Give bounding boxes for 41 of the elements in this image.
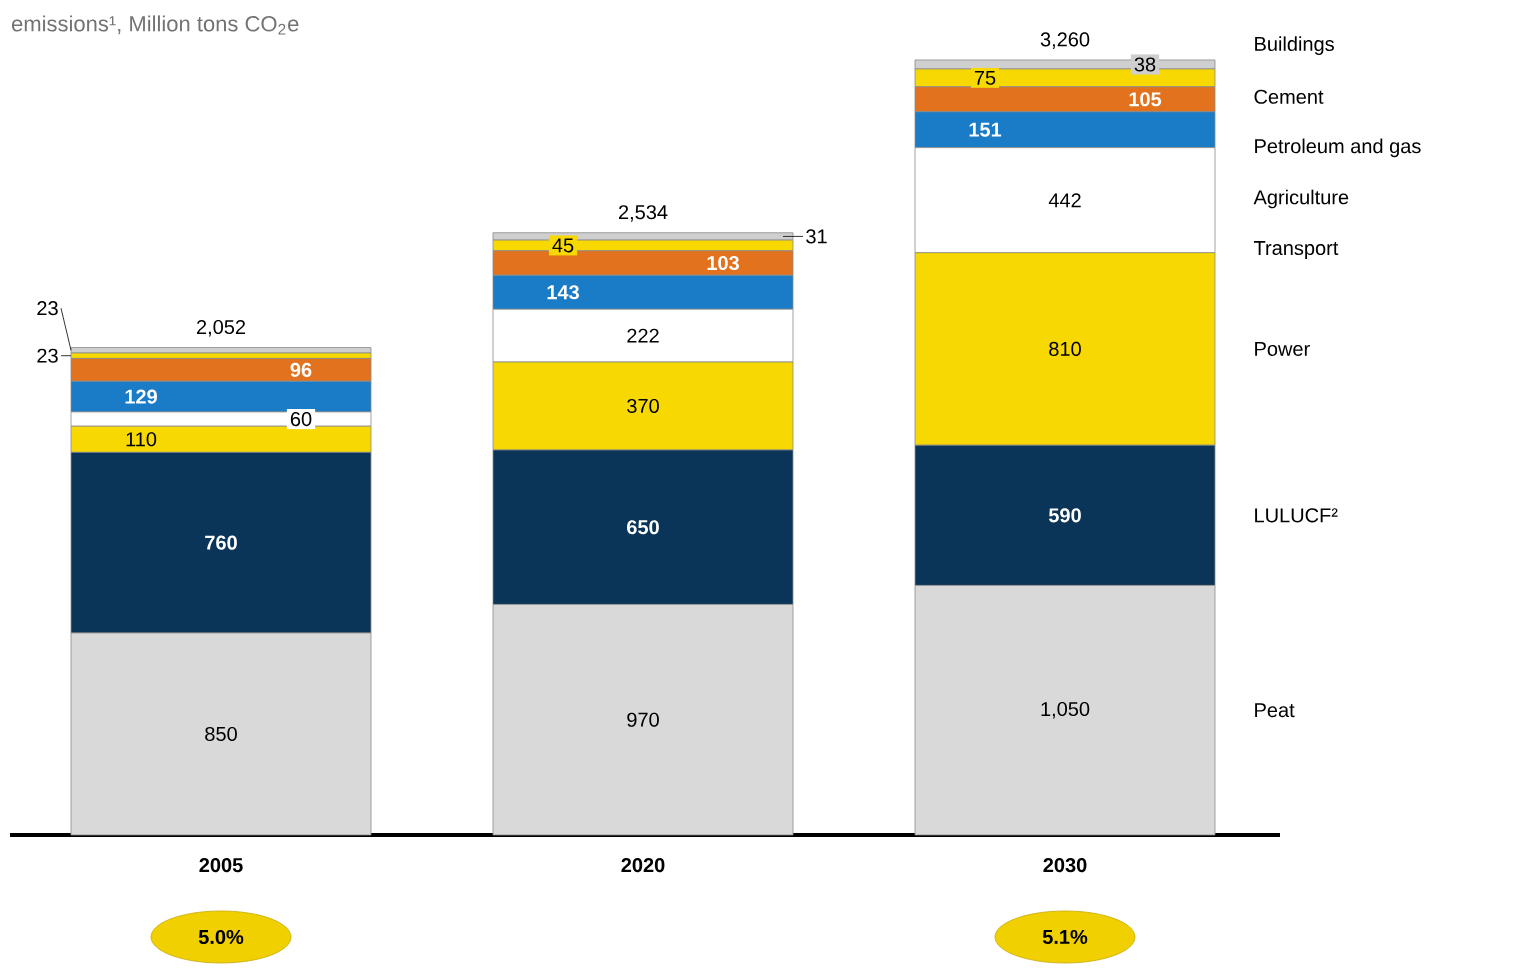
data-label: 850: [205, 726, 237, 742]
text: Peat: [1255, 703, 1295, 718]
data-label: 103: [707, 255, 739, 271]
data-label: 590: [1048, 508, 1081, 523]
data-label: 60: [290, 411, 312, 427]
total-label: 3,260: [1040, 32, 1090, 49]
data-label: 110: [126, 432, 157, 447]
data-label: 810: [1049, 341, 1081, 357]
data-label: 1,050: [1041, 701, 1090, 719]
data-label: 31: [806, 229, 827, 244]
text: 5.1%: [1042, 929, 1088, 945]
total-label: 2,534: [618, 205, 668, 222]
series-label: Cement: [1254, 89, 1324, 104]
text: LULUCF²: [1255, 508, 1338, 523]
data-label: 38: [1134, 57, 1156, 72]
data-label: 75: [974, 70, 996, 85]
text: Agriculture: [1253, 189, 1349, 209]
text: 5.0%: [198, 929, 244, 945]
x-tick-label: 2005: [199, 858, 243, 873]
x-tick-label: 2030: [1043, 858, 1087, 873]
data-label: 760: [205, 535, 237, 550]
chart-title: emissions¹, Million tons CO$_{2}$e: [12, 15, 299, 35]
text: Buildings: [1255, 36, 1334, 55]
series-label: Transport: [1253, 241, 1339, 260]
x-tick-label: 2020: [621, 858, 665, 873]
data-label: 222: [627, 328, 659, 343]
data-label: 96: [290, 362, 312, 377]
data-label: 129: [125, 389, 157, 404]
data-label: 650: [627, 520, 659, 535]
text: Power: [1255, 341, 1310, 356]
data-label: 370: [627, 398, 659, 414]
data-label: 151: [969, 122, 1002, 137]
data-label: 23: [37, 348, 58, 363]
data-label: 970: [627, 712, 659, 727]
data-label: 442: [1048, 193, 1081, 208]
data-label: 143: [547, 285, 579, 300]
total-label: 2,052: [196, 319, 246, 337]
text: Petroleum and gas: [1255, 138, 1421, 158]
data-label: 45: [552, 238, 574, 253]
data-label: 23: [37, 301, 58, 316]
data-label: 105: [1129, 92, 1162, 107]
